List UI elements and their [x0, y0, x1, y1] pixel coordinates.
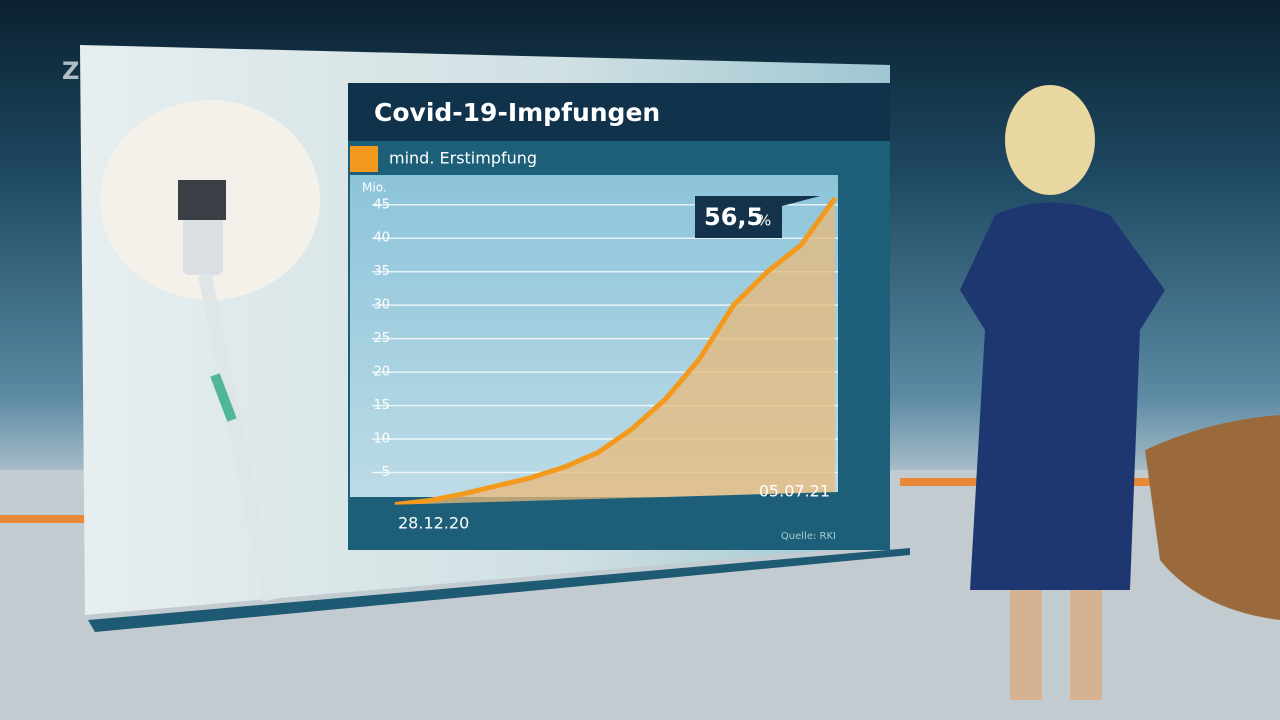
legend-label: mind. Erstimpfung — [389, 149, 537, 168]
syringe — [198, 273, 277, 602]
y-tick-label: 25 — [373, 331, 390, 346]
presenter-leg — [1010, 590, 1042, 700]
vial-cap — [178, 180, 226, 220]
y-tick-label: 5 — [382, 465, 390, 480]
annotation-value: 56,5 — [704, 203, 763, 231]
y-axis-label: Mio. — [362, 181, 387, 195]
y-tick-label: 20 — [373, 365, 390, 380]
y-tick-label: 45 — [373, 197, 390, 212]
area — [395, 198, 835, 506]
channel-logo-suffix: HD — [140, 57, 180, 85]
syringe-hub — [210, 373, 237, 422]
y-tick-label: 30 — [373, 298, 390, 313]
presenter-leg — [1070, 590, 1102, 700]
title-bar — [348, 83, 890, 141]
line — [394, 196, 838, 508]
source: Quelle: RKI — [781, 531, 836, 542]
x-tick-label: 28.12.20 — [398, 514, 469, 533]
presenter-dress — [960, 202, 1165, 590]
legend-swatch — [350, 146, 378, 172]
floor-stripe — [0, 515, 85, 523]
wall-edge — [88, 548, 910, 632]
desk — [1145, 415, 1280, 620]
channel-logo: ZDF — [62, 57, 116, 85]
chart: 5 10 15 20 25 30 35 40 45 28.12.20 05.07.21 56,5% — [350, 146, 838, 550]
x-tick-label: 05.07.21 — [759, 482, 830, 501]
chart-title: Covid-19-Impfungen — [374, 98, 660, 127]
presenter-head — [1005, 85, 1095, 195]
date-strip — [350, 492, 838, 550]
y-tick-label: 40 — [373, 231, 390, 246]
y-tick-label: 15 — [373, 398, 390, 413]
y-tick-label: 10 — [373, 432, 390, 447]
annotation-unit: % — [757, 212, 771, 230]
y-tick-label: 35 — [373, 264, 390, 279]
annotation-box — [695, 196, 820, 238]
